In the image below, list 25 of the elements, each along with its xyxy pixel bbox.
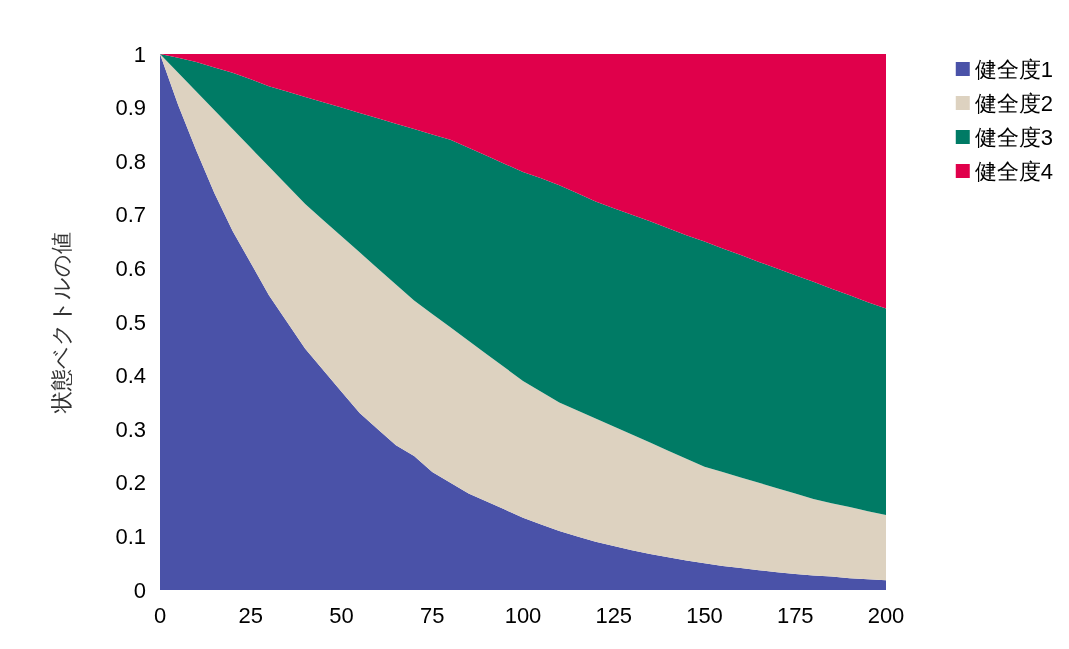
x-tick-label: 50: [329, 602, 354, 628]
x-tick-label: 200: [867, 602, 905, 628]
x-tick-label: 100: [504, 602, 542, 628]
y-tick-label: 0.7: [115, 202, 146, 228]
legend-label: 健全度2: [974, 90, 1054, 116]
y-tick-label: 0.8: [115, 148, 146, 174]
y-tick-label: 0: [133, 577, 146, 603]
y-tick-label: 0.9: [115, 95, 146, 121]
y-tick-label: 0.5: [115, 309, 146, 335]
legend-label: 健全度4: [974, 158, 1054, 184]
y-tick-label: 0.6: [115, 255, 146, 281]
x-tick-label: 0: [153, 602, 167, 628]
y-axis-title: 状態ベクトルの値: [48, 231, 74, 414]
y-tick-label: 1: [133, 41, 146, 67]
x-tick-label: 125: [595, 602, 633, 628]
y-tick-label: 0.3: [115, 416, 146, 442]
x-tick-label: 150: [686, 602, 723, 628]
y-tick-label: 0.1: [115, 523, 146, 549]
x-tick-label: 75: [420, 602, 445, 628]
y-tick-label: 0.4: [115, 363, 146, 389]
legend-label: 健全度3: [974, 124, 1054, 150]
legend-label: 健全度1: [974, 56, 1054, 82]
x-tick-label: 25: [238, 602, 263, 628]
x-tick-label: 175: [776, 602, 814, 628]
y-tick-label: 0.2: [115, 470, 146, 496]
